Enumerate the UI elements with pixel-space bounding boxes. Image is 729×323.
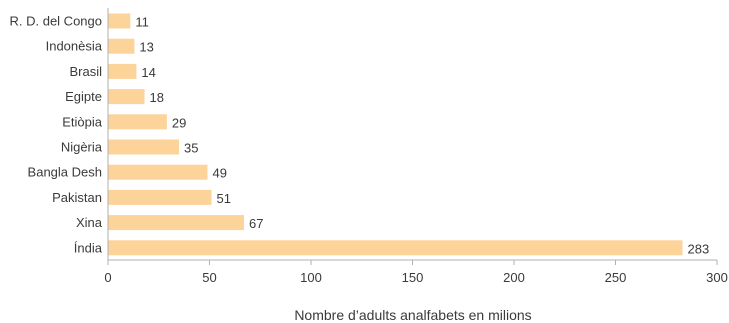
bar-5 (108, 139, 180, 155)
data-label: 49 (212, 166, 226, 181)
axes (107, 8, 718, 265)
x-tick-label: 0 (104, 270, 111, 285)
bar-7 (108, 189, 212, 205)
category-label: Brasil (69, 64, 102, 79)
bar-6 (108, 164, 208, 180)
bars (108, 13, 683, 256)
x-tick-label: 200 (503, 270, 525, 285)
x-tick-label: 50 (202, 270, 216, 285)
bar-3 (108, 89, 145, 105)
data-label: 14 (141, 65, 155, 80)
category-label: Índia (74, 240, 103, 255)
bar-9 (108, 240, 683, 256)
data-label: 11 (135, 15, 149, 30)
x-tick-label: 100 (300, 270, 322, 285)
bar-1 (108, 38, 135, 54)
labels: R. D. del Congo 11 Indonèsia 13 Brasil 14 Egip… (10, 14, 728, 286)
bar-8 (108, 215, 245, 231)
category-label: Indonèsia (46, 39, 103, 54)
data-label: 13 (139, 40, 153, 55)
x-tick-label: 300 (706, 270, 728, 285)
category-label: Bangla Desh (28, 165, 102, 180)
bar-0 (108, 13, 131, 29)
category-label: Xina (76, 215, 103, 230)
category-label: Etiòpia (62, 114, 103, 129)
x-tick-label: 250 (605, 270, 627, 285)
category-label: Nigèria (61, 140, 103, 155)
bar-4 (108, 114, 167, 130)
data-label: 35 (184, 141, 198, 156)
category-label: R. D. del Congo (10, 14, 103, 29)
bar-2 (108, 63, 137, 79)
data-label: 51 (217, 191, 231, 206)
x-axis-title: Nombre d’adults analfabets en milions (294, 307, 531, 323)
data-label: 18 (150, 90, 164, 105)
category-label: Pakistan (52, 190, 102, 205)
data-label: 29 (172, 115, 186, 130)
x-tick-label: 150 (402, 270, 424, 285)
data-label: 283 (687, 241, 709, 256)
data-label: 67 (249, 216, 263, 231)
category-label: Egipte (65, 89, 102, 104)
